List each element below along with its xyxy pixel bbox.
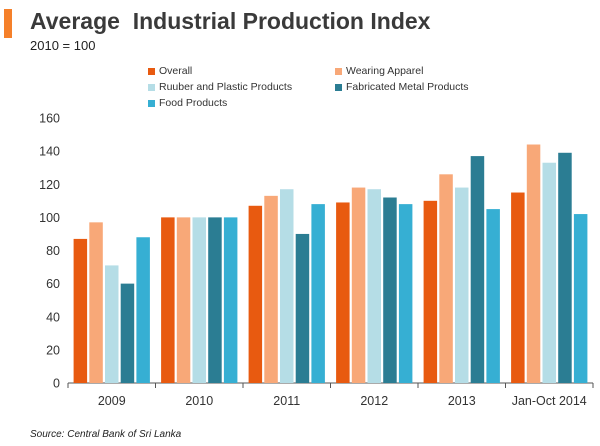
bar-overall-2010 [161, 217, 175, 383]
bar-food-products-2013 [486, 209, 500, 383]
y-tick-label: 120 [39, 178, 60, 192]
bar-food-products-2012 [398, 204, 413, 383]
bar-overall-jan-oct-2014 [511, 192, 525, 383]
y-tick-label: 0 [53, 377, 60, 391]
bar-fabricated-metal-products-2009 [120, 283, 135, 383]
bar-overall-2009 [73, 238, 88, 383]
bar-wearing-apparel-2009 [89, 222, 103, 383]
x-tick-label: 2013 [448, 394, 476, 408]
legend-swatch [148, 83, 155, 91]
x-tick-label: 2012 [360, 394, 388, 408]
y-tick-label: 60 [46, 277, 60, 291]
legend-swatch [335, 83, 342, 91]
y-tick-label: 160 [39, 112, 60, 126]
y-tick-label: 40 [46, 310, 60, 324]
y-tick-label: 80 [46, 244, 60, 258]
bar-ruuber-and-plastic-products-2012 [367, 189, 381, 383]
title-accent-bar [4, 9, 12, 38]
bar-wearing-apparel-jan-oct-2014 [526, 144, 541, 383]
bar-food-products-2011 [311, 204, 325, 383]
x-tick-label: 2011 [273, 394, 300, 408]
x-tick-label: 2009 [98, 394, 126, 408]
bar-overall-2011 [248, 205, 263, 383]
y-tick-label: 100 [39, 211, 60, 225]
bar-ruuber-and-plastic-products-jan-oct-2014 [542, 162, 556, 383]
legend-label: Ruuber and Plastic Products [159, 81, 293, 93]
bar-food-products-2010 [223, 217, 238, 383]
x-tick-label: 2010 [185, 394, 213, 408]
legend-label: Food Products [159, 97, 228, 109]
legend-item-rubber-plastic: Ruuber and Plastic Products [148, 81, 292, 93]
bar-fabricated-metal-products-2011 [295, 233, 310, 383]
legend-swatch [148, 99, 155, 107]
bar-food-products-2009 [136, 237, 150, 383]
bar-fabricated-metal-products-2010 [208, 217, 222, 383]
bar-wearing-apparel-2010 [176, 217, 191, 383]
bar-fabricated-metal-products-2013 [470, 156, 485, 383]
bar-wearing-apparel-2012 [351, 187, 366, 383]
chart-subtitle: 2010 = 100 [30, 38, 96, 53]
legend-label: Fabricated Metal Products [346, 81, 469, 93]
legend-item-overall: Overall [148, 65, 192, 77]
bar-overall-2012 [336, 202, 350, 383]
bar-ruuber-and-plastic-products-2009 [105, 265, 119, 383]
legend-item-wearing-apparel: Wearing Apparel [335, 65, 423, 77]
y-tick-label: 20 [46, 343, 60, 357]
bar-wearing-apparel-2011 [264, 195, 278, 383]
bar-fabricated-metal-products-jan-oct-2014 [558, 152, 572, 383]
chart-title: Average Industrial Production Index [30, 8, 431, 34]
bar-overall-2013 [423, 200, 438, 383]
legend-label: Overall [159, 65, 193, 77]
legend-swatch [148, 67, 155, 75]
legend-swatch [335, 67, 342, 75]
bar-food-products-jan-oct-2014 [573, 214, 588, 383]
legend-item-fabricated-metal: Fabricated Metal Products [335, 81, 469, 93]
bar-fabricated-metal-products-2012 [383, 197, 397, 383]
bar-wearing-apparel-2013 [439, 174, 453, 383]
bar-ruuber-and-plastic-products-2010 [192, 217, 206, 383]
bar-ruuber-and-plastic-products-2013 [455, 187, 469, 383]
x-tick-label: Jan-Oct 2014 [512, 394, 587, 408]
legend-label: Wearing Apparel [346, 65, 424, 77]
source-note: Source: Central Bank of Sri Lanka [30, 429, 182, 440]
bar-ruuber-and-plastic-products-2011 [280, 189, 294, 383]
y-tick-label: 140 [39, 145, 60, 159]
legend-item-food-products: Food Products [148, 97, 227, 109]
